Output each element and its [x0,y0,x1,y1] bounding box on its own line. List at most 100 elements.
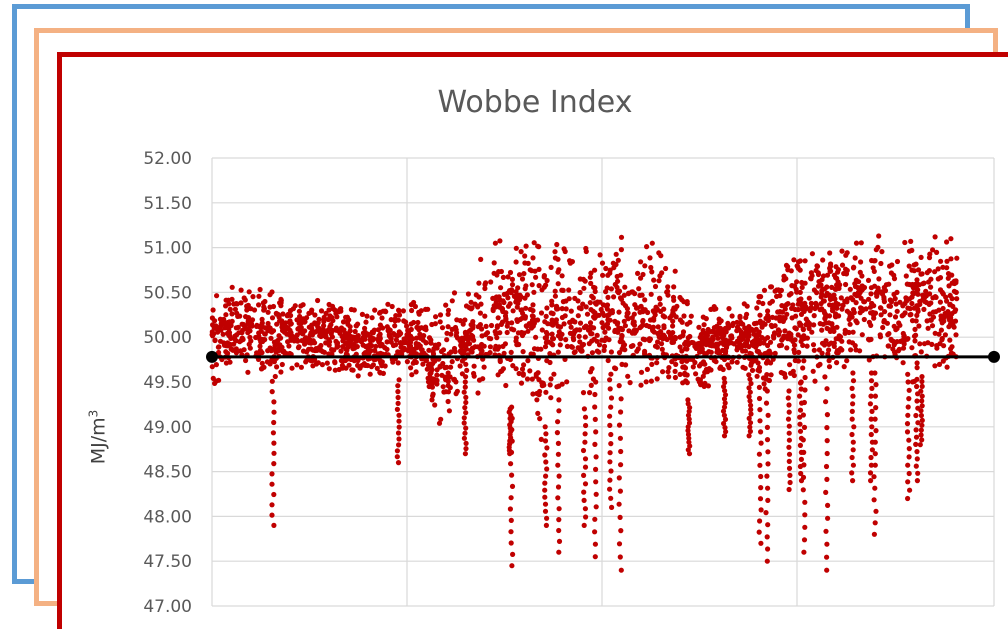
data-point [911,333,918,339]
data-point [581,489,587,495]
data-point [866,337,872,343]
data-point [559,331,565,337]
data-point [786,423,792,429]
data-point [648,264,654,271]
data-point [688,313,694,319]
data-point [951,288,958,294]
data-point [569,331,575,337]
data-point [658,341,665,347]
data-point [232,306,238,312]
data-point [265,309,271,315]
data-point [949,344,955,350]
data-point [262,298,268,305]
data-point [897,299,903,305]
data-point [482,281,488,288]
data-point [461,348,467,354]
data-point [842,327,848,333]
data-point [800,437,806,443]
data-point [802,524,808,530]
data-point [503,382,509,389]
data-point [396,424,402,430]
data-point [726,306,732,312]
data-point [592,310,598,316]
data-point [469,349,475,355]
data-point [804,343,810,349]
data-point [461,435,467,441]
data-point [810,368,816,374]
data-point [894,308,900,314]
data-point [685,431,692,438]
data-point [690,340,696,346]
data-point [942,332,949,338]
data-point [271,339,277,345]
data-point [331,347,337,353]
data-point [439,325,446,331]
data-point [887,303,894,309]
data-point [212,380,218,386]
data-point [555,419,561,425]
data-point [754,305,760,311]
data-point [686,408,692,414]
data-point [592,541,599,547]
data-point [837,282,843,288]
data-point [463,331,469,337]
data-point [577,289,583,296]
data-point [323,310,329,316]
data-point [380,308,386,314]
data-point [343,314,349,320]
data-point [802,387,808,393]
data-point [587,300,593,306]
data-point [928,317,934,323]
data-point [249,317,256,323]
data-point [843,281,849,288]
data-point [393,342,399,348]
data-point [276,314,282,320]
data-point [417,332,423,338]
data-point [824,541,830,547]
data-point [644,244,650,250]
data-point [881,294,887,300]
data-point [544,466,550,472]
data-point [679,319,685,325]
data-point [487,344,493,350]
data-point [593,429,599,435]
data-point [514,304,520,310]
data-point [642,348,648,354]
data-point [607,377,613,383]
data-point [636,286,642,292]
data-point [747,350,753,356]
data-point [834,360,840,366]
data-point [273,347,279,353]
data-point [761,340,767,346]
data-point [697,340,703,346]
data-point [758,294,764,300]
data-point [707,329,713,335]
data-point [868,378,875,384]
data-point [582,464,589,470]
data-point [785,395,791,401]
data-point [744,303,750,309]
data-point [914,383,920,390]
data-point [599,260,606,266]
data-point [312,312,318,318]
data-point [483,323,489,329]
data-point [940,358,946,364]
data-point [869,424,875,430]
data-point [434,372,440,378]
data-point [912,338,918,344]
data-point [564,343,570,349]
data-point [309,325,315,332]
data-point [418,347,425,353]
data-point [599,320,605,326]
data-point [233,350,239,356]
data-point [868,285,875,291]
data-point [509,563,515,569]
data-point [587,327,593,333]
data-point [824,386,830,392]
data-point [916,323,922,329]
data-point [934,249,940,255]
data-point [395,400,401,406]
data-point [508,290,514,296]
data-point [819,327,825,333]
data-point [686,435,692,441]
